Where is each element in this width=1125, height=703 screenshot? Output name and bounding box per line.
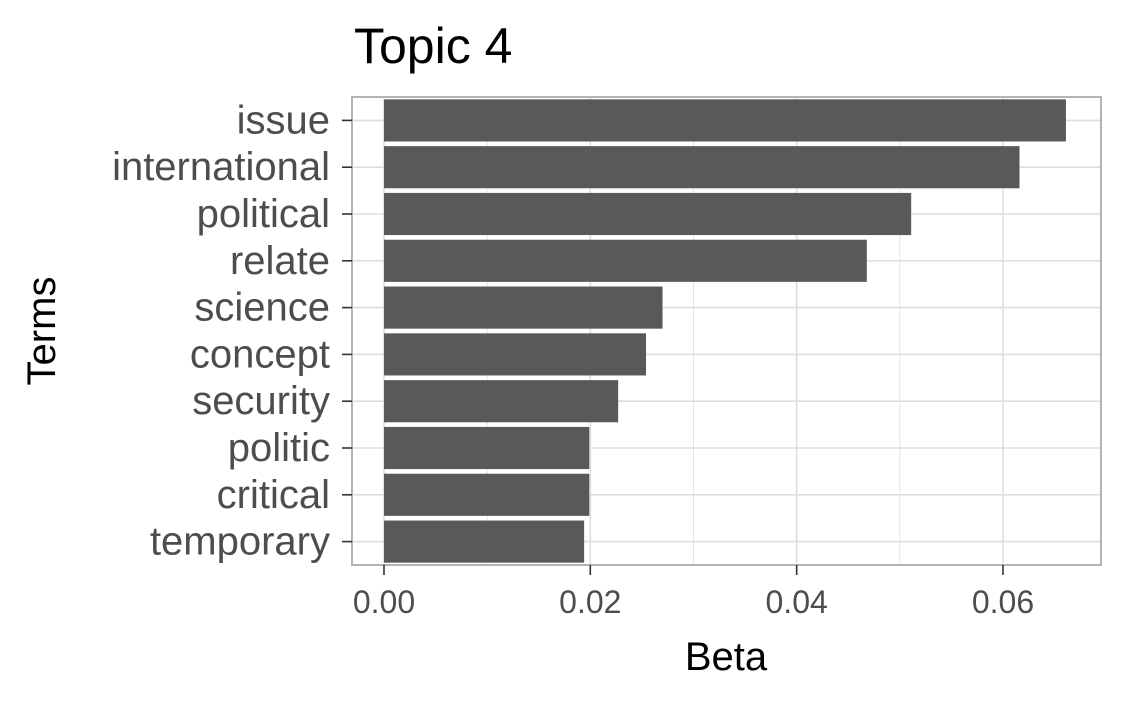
y-tick-label: concept xyxy=(190,332,330,376)
y-tick-label: issue xyxy=(237,98,330,142)
bar-security xyxy=(383,380,619,423)
bar-concept xyxy=(383,333,647,376)
y-tick-label: temporary xyxy=(150,520,330,564)
y-tick-label: critical xyxy=(217,473,330,517)
y-axis-ticks: issueinternationalpoliticalrelatescience… xyxy=(112,98,352,564)
y-tick-label: relate xyxy=(230,239,330,283)
y-tick-label: science xyxy=(194,286,330,330)
bar-issue xyxy=(383,99,1066,142)
x-tick-label: 0.04 xyxy=(766,584,828,620)
panel-border xyxy=(351,96,1102,566)
x-tick-label: 0.00 xyxy=(353,584,415,620)
bar-international xyxy=(383,146,1020,189)
bar-temporary xyxy=(383,520,585,563)
y-tick-label: security xyxy=(192,379,330,423)
bars-group xyxy=(383,99,1066,563)
bar-relate xyxy=(383,239,867,282)
y-tick-label: international xyxy=(112,145,330,189)
bar-critical xyxy=(383,473,590,516)
x-tick-label: 0.02 xyxy=(559,584,621,620)
chart-title: Topic 4 xyxy=(354,18,512,74)
y-axis-title: Terms xyxy=(20,277,64,386)
bar-politic xyxy=(383,426,590,470)
bar-political xyxy=(383,192,912,236)
x-axis-title: Beta xyxy=(685,635,768,679)
x-axis-ticks: 0.00 0.02 0.04 0.06 xyxy=(353,565,1034,620)
bar-science xyxy=(383,286,663,329)
y-tick-label: politic xyxy=(228,426,330,470)
y-tick-label: political xyxy=(197,192,330,236)
x-tick-label: 0.06 xyxy=(972,584,1034,620)
